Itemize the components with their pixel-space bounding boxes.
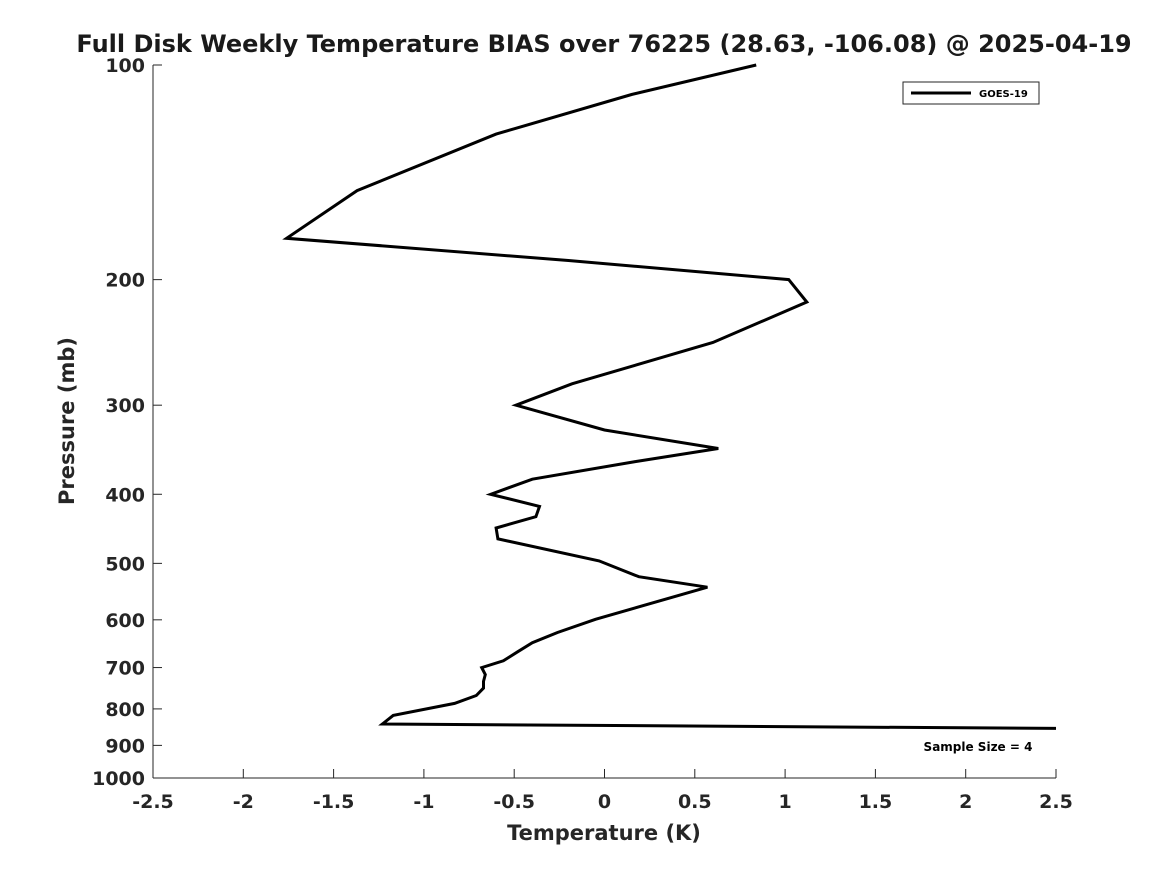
- x-tick-label: 0.5: [678, 791, 712, 813]
- legend: GOES-19: [902, 81, 1040, 105]
- x-tick-label: -1.5: [313, 791, 355, 813]
- y-tick-label: 700: [105, 658, 145, 680]
- x-tick-label: -1: [413, 791, 434, 813]
- series-points: [286, 64, 1057, 729]
- y-tick-label: 200: [105, 270, 145, 292]
- x-tick-label: 1.5: [859, 791, 893, 813]
- plot-area: [153, 65, 1056, 778]
- chart-title: Full Disk Weekly Temperature BIAS over 7…: [76, 30, 1131, 58]
- x-axis-label: Temperature (K): [507, 821, 701, 845]
- x-tick-label: 2.5: [1039, 791, 1073, 813]
- x-tick-label: 2: [959, 791, 972, 813]
- y-tick-label: 500: [105, 553, 145, 575]
- y-tick-label: 800: [105, 699, 145, 721]
- x-tick-label: -2: [233, 791, 254, 813]
- y-tick-label: 100: [105, 55, 145, 77]
- series-layer: [282, 63, 1057, 730]
- x-tick-label: 1: [778, 791, 791, 813]
- y-tick-label: 1000: [92, 768, 145, 790]
- x-tick-label: 0: [598, 791, 611, 813]
- x-tick-label: -0.5: [493, 791, 535, 813]
- x-axis-ticks: -2.5 -2 -1.5 -1 -0.5 0 0.5 1 1.5 2 2.5: [132, 769, 1073, 813]
- y-tick-label: 900: [105, 735, 145, 757]
- y-tick-label: 600: [105, 610, 145, 632]
- y-tick-label: 400: [105, 484, 145, 506]
- y-tick-label: 300: [105, 395, 145, 417]
- sample-size-note: Sample Size = 4: [924, 740, 1033, 754]
- legend-label: GOES-19: [979, 89, 1028, 100]
- x-tick-label: -2.5: [132, 791, 174, 813]
- y-axis-ticks: 100 200 300 400 500 600 700 800 900 1000: [92, 55, 162, 790]
- y-axis-label: Pressure (mb): [55, 337, 79, 505]
